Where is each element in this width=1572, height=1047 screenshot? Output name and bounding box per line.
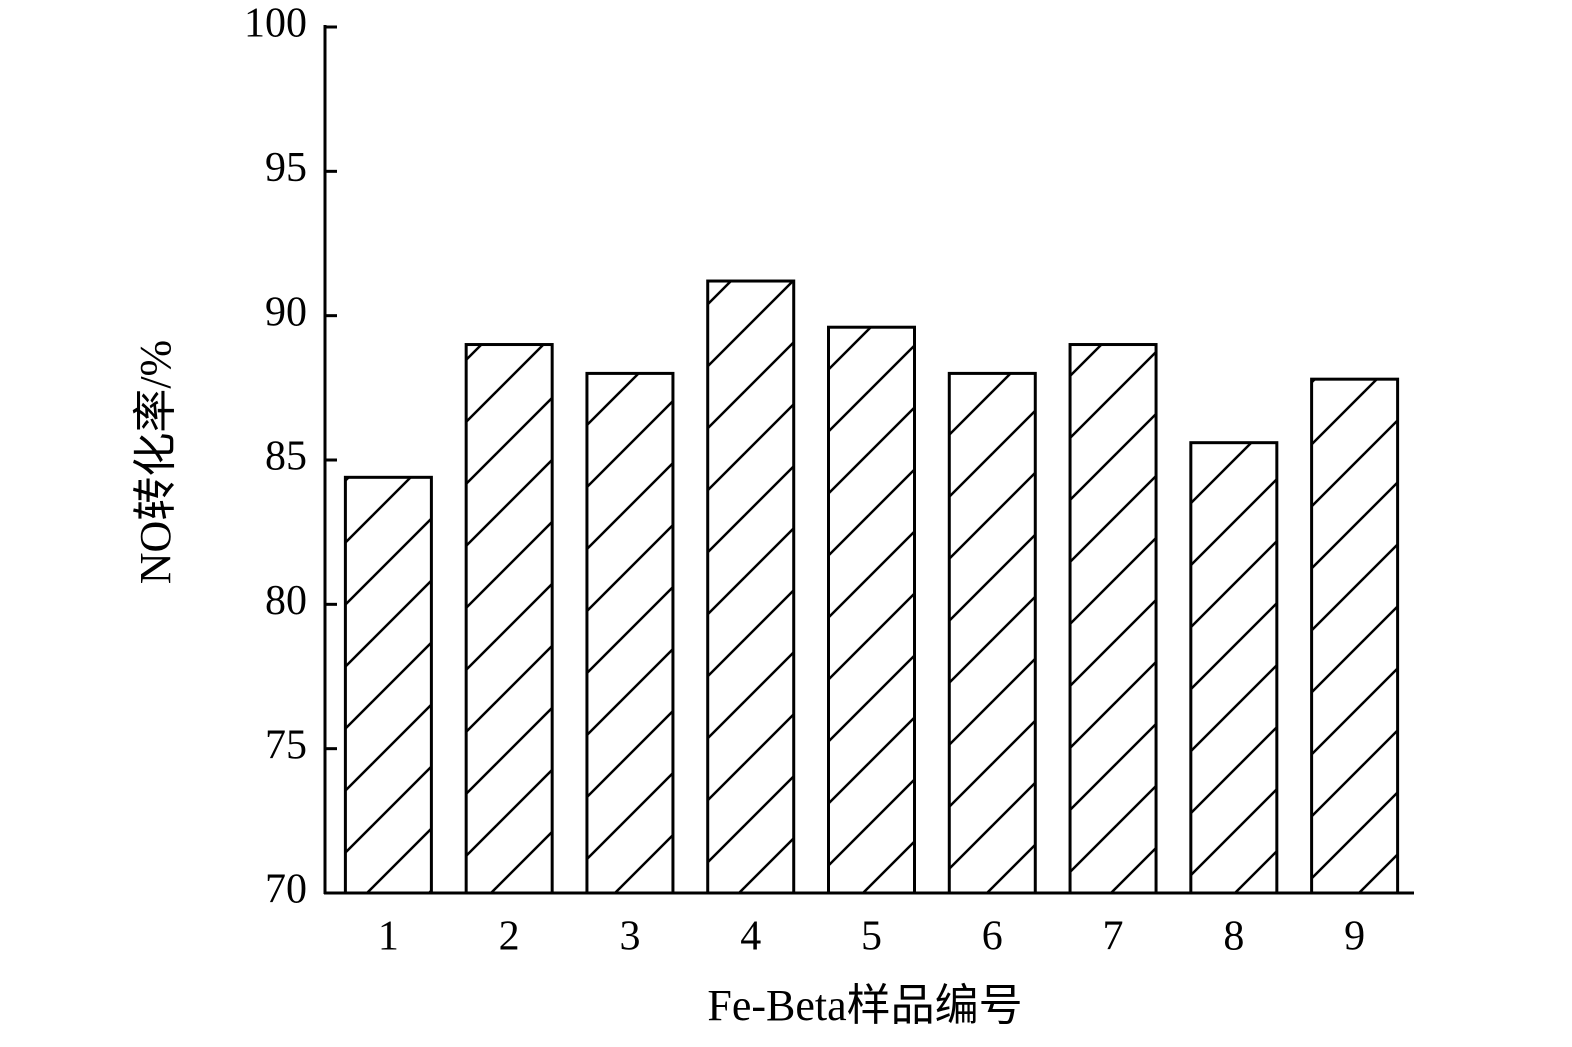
plot-area [343, 279, 1400, 895]
bar [464, 343, 554, 895]
y-tick-label: 95 [265, 145, 307, 191]
x-tick-label: 7 [1103, 914, 1124, 960]
bar [706, 279, 796, 895]
x-tick-label: 8 [1223, 914, 1244, 960]
y-tick-label: 70 [265, 867, 307, 913]
x-tick-label: 1 [378, 914, 399, 960]
bar [947, 371, 1037, 895]
y-axis-title: NO转化率/% [131, 340, 180, 584]
x-tick-label: 9 [1344, 914, 1365, 960]
x-tick-label: 3 [619, 914, 640, 960]
x-tick-label: 5 [861, 914, 882, 960]
x-tick-label: 2 [499, 914, 520, 960]
bar [1310, 377, 1400, 895]
y-tick-label: 75 [265, 722, 307, 768]
bar [1068, 343, 1158, 895]
x-axis-title: Fe-Beta样品编号 [707, 981, 1022, 1030]
y-tick-label: 80 [265, 578, 307, 624]
y-tick-label: 90 [265, 289, 307, 335]
x-tick-label: 6 [982, 914, 1003, 960]
bar [1189, 441, 1279, 895]
bar [343, 475, 433, 895]
y-tick-label: 100 [244, 1, 307, 47]
bar [585, 371, 675, 895]
bar [827, 325, 916, 895]
y-tick-label: 85 [265, 434, 307, 480]
x-tick-label: 4 [740, 914, 761, 960]
